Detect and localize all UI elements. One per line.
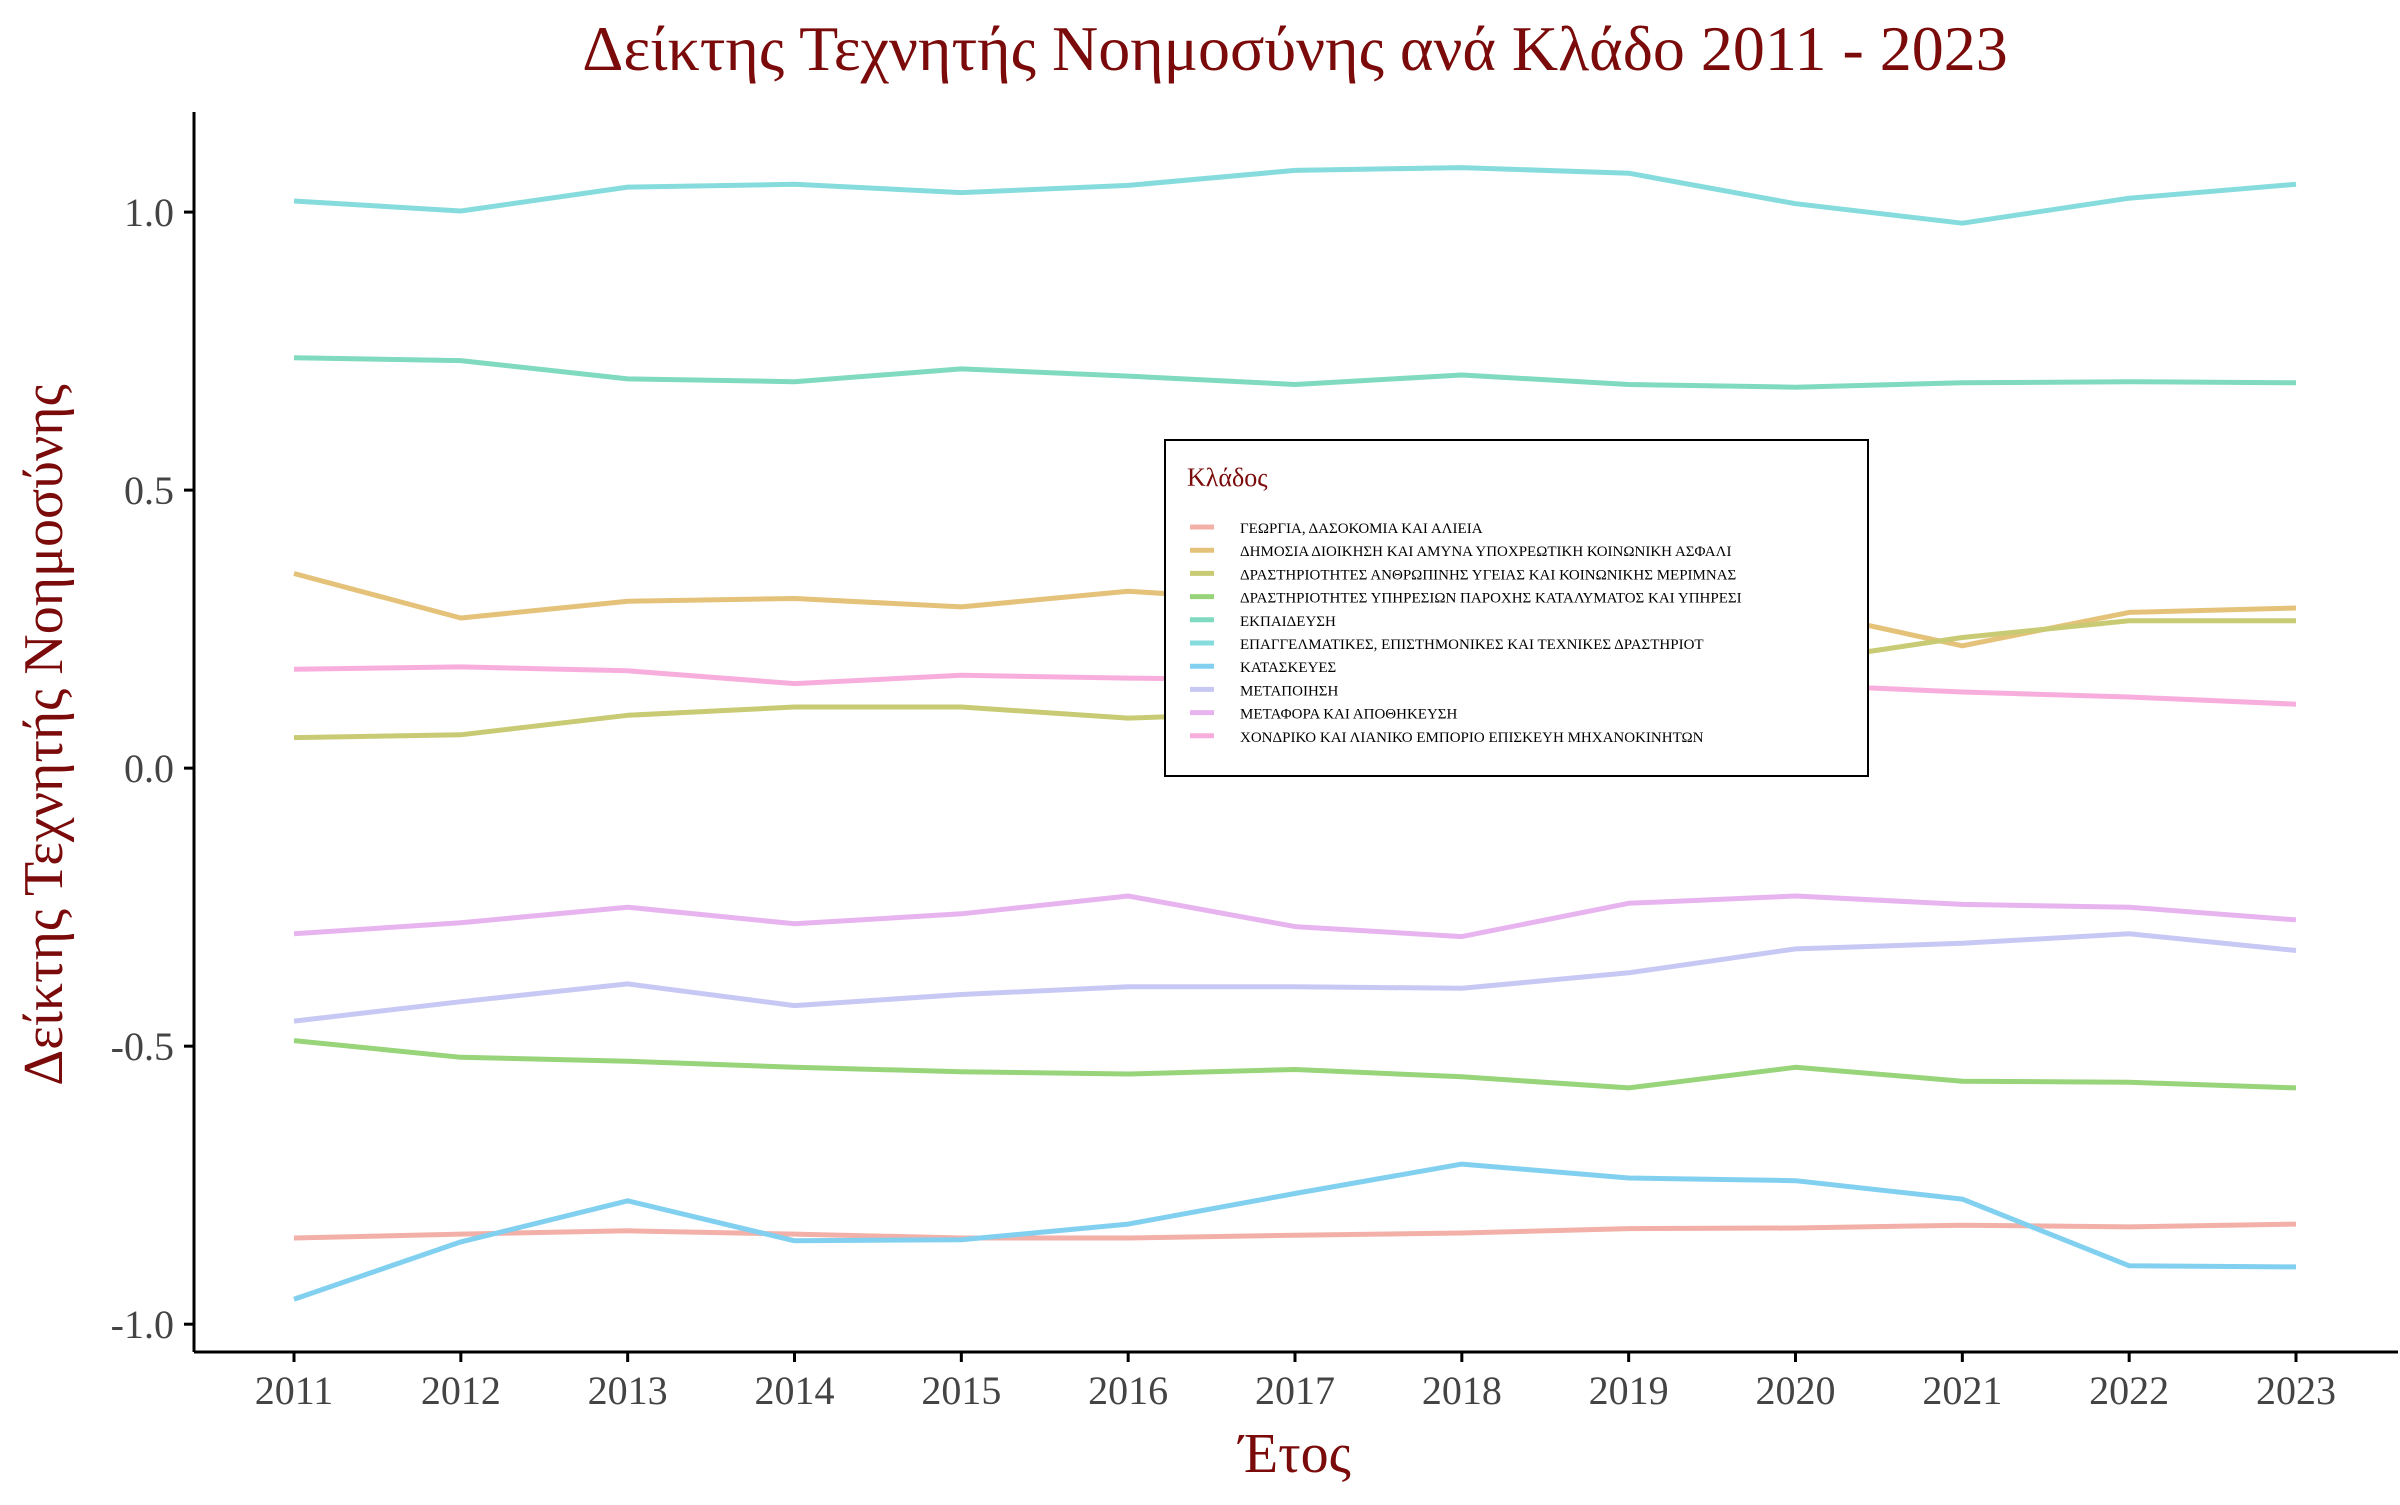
y-ticks: -1.0 -0.5 0.0 0.5 1.0: [111, 190, 194, 1347]
x-tick-label: 2011: [255, 1368, 334, 1413]
y-axis-label: Δείκτης Τεχνητής Νοημοσύνης: [13, 384, 75, 1086]
x-tick-label: 2019: [1589, 1368, 1669, 1413]
series-line-6: [293, 165, 2297, 226]
legend-label: ΜΕΤΑΠΟΙΗΣΗ: [1240, 683, 1339, 699]
x-tick-label: 2022: [2089, 1368, 2169, 1413]
chart-title: Δείκτης Τεχνητής Νοημοσύνης ανά Κλάδο 20…: [582, 13, 2008, 84]
plot-lines: [293, 165, 2297, 1302]
y-tick-label: 0.0: [124, 746, 174, 791]
legend-label: ΜΕΤΑΦΟΡΑ ΚΑΙ ΑΠΟΘΗΚΕΥΣΗ: [1240, 707, 1458, 723]
legend-box: [1164, 439, 1869, 777]
series-line-5: [293, 355, 2297, 390]
x-tick-label: 2018: [1422, 1368, 1502, 1413]
x-ticks: 2011 2012 2013 2014 2015 2016 2017 2018 2019 2020…: [255, 1352, 2336, 1413]
series-line-1: [293, 1221, 2297, 1241]
x-tick-label: 2020: [1756, 1368, 1836, 1413]
series-line-4: [293, 1038, 2297, 1091]
x-tick-label: 2021: [1922, 1368, 2002, 1413]
legend-items: ΓΕΩΡΓΙΑ, ΔΑΣΟΚΟΜΙΑ ΚΑΙ ΑΛΙΕΙΑ ΔΗΜΟΣΙΑ ΔΙΟ…: [1190, 521, 1742, 746]
series-line-7: [293, 1161, 2297, 1302]
x-tick-label: 2023: [2256, 1368, 2336, 1413]
legend: Κλάδος ΓΕΩΡΓΙΑ, ΔΑΣΟΚΟΜΙΑ ΚΑΙ ΑΛΙΕΙΑ ΔΗΜΟ…: [1164, 439, 1869, 777]
y-tick-label: -0.5: [111, 1024, 174, 1069]
legend-label: ΚΑΤΑΣΚΕΥΕΣ: [1240, 660, 1336, 676]
x-tick-label: 2014: [755, 1368, 835, 1413]
series-line-8: [293, 931, 2297, 1024]
x-axis-label: Έτος: [1237, 1423, 1351, 1485]
axes: -1.0-0.50.00.51.0 2011 2012 2013 2014 2015 20…: [111, 112, 2398, 1413]
x-tick-label: 2015: [921, 1368, 1001, 1413]
legend-label: ΧΟΝΔΡΙΚΟ ΚΑΙ ΛΙΑΝΙΚΟ ΕΜΠΟΡΙΟ ΕΠΙΣΚΕΥΗ ΜΗ…: [1240, 730, 1704, 746]
x-tick-label: 2012: [421, 1368, 501, 1413]
legend-label: ΔΡΑΣΤΗΡΙΟΤΗΤΕΣ ΑΝΘΡΩΠΙΝΗΣ ΥΓΕΙΑΣ ΚΑΙ ΚΟΙ…: [1240, 567, 1736, 583]
legend-label: ΕΚΠΑΙΔΕΥΣΗ: [1240, 614, 1336, 630]
legend-label: ΕΠΑΓΓΕΛΜΑΤΙΚΕΣ, ΕΠΙΣΤΗΜΟΝΙΚΕΣ ΚΑΙ ΤΕΧΝΙΚ…: [1240, 637, 1704, 653]
y-tick-label: 1.0: [124, 190, 174, 235]
legend-label: ΔΗΜΟΣΙΑ ΔΙΟΙΚΗΣΗ ΚΑΙ ΑΜΥΝΑ ΥΠΟΧΡΕΩΤΙΚΗ Κ…: [1240, 544, 1731, 560]
x-tick-label: 2013: [588, 1368, 668, 1413]
legend-title: Κλάδος: [1187, 463, 1268, 492]
x-tick-label: 2017: [1255, 1368, 1335, 1413]
x-tick-label: 2016: [1088, 1368, 1168, 1413]
y-tick-label: 0.5: [124, 468, 174, 513]
legend-label: ΔΡΑΣΤΗΡΙΟΤΗΤΕΣ ΥΠΗΡΕΣΙΩΝ ΠΑΡΟΧΗΣ ΚΑΤΑΛΥΜ…: [1240, 591, 1742, 607]
y-tick-label: -1.0: [111, 1302, 174, 1347]
series-line-9: [293, 893, 2297, 940]
legend-label: ΓΕΩΡΓΙΑ, ΔΑΣΟΚΟΜΙΑ ΚΑΙ ΑΛΙΕΙΑ: [1240, 521, 1483, 537]
